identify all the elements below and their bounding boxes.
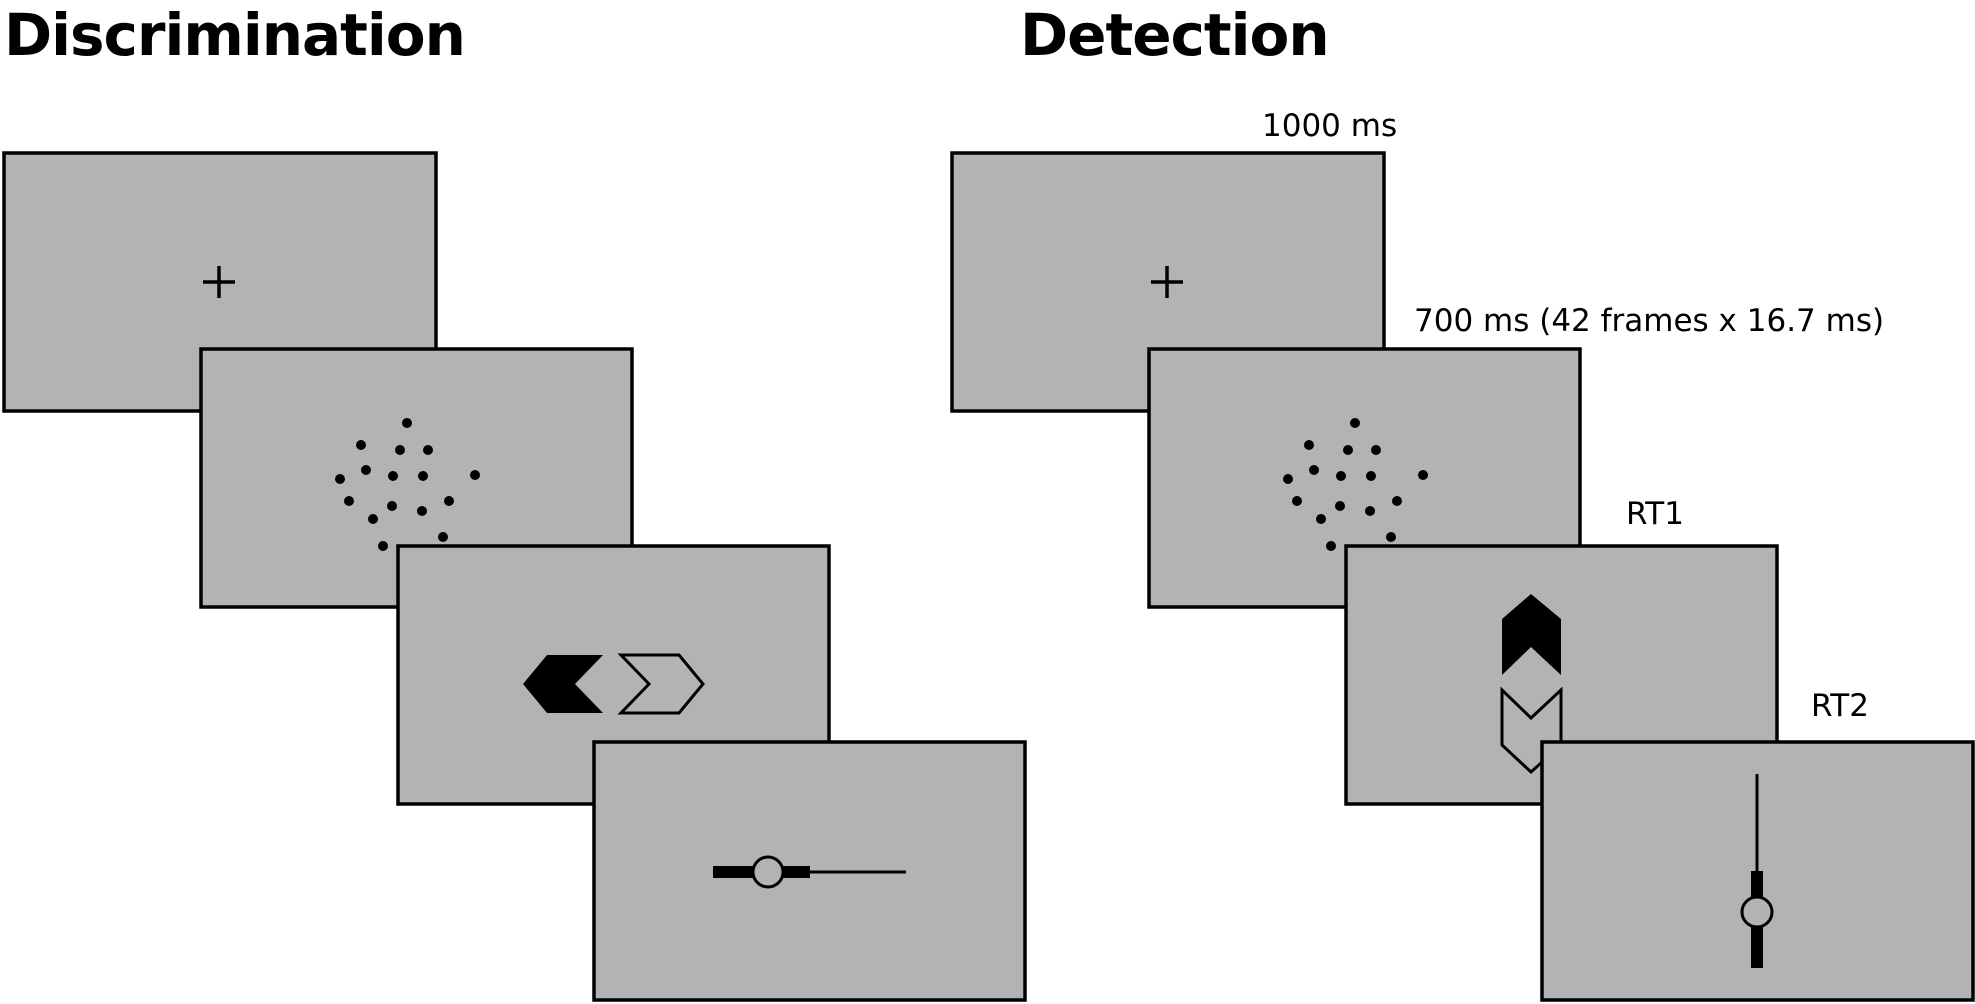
left-choice-chevron-icon	[523, 655, 603, 713]
up-choice-chevron-icon	[1502, 594, 1561, 675]
vertical-confidence-slider-icon	[1740, 774, 1774, 968]
stimulus-duration-label: 700 ms (42 frames x 16.7 ms)	[1414, 303, 1885, 339]
detection-confidence-screen	[1540, 740, 1975, 1002]
fixation-cross-icon	[1151, 266, 1183, 298]
horizontal-confidence-slider-icon	[713, 855, 906, 889]
discrimination-confidence-screen	[592, 740, 1027, 1002]
rt1-label: RT1	[1626, 496, 1684, 532]
rt2-label: RT2	[1811, 688, 1869, 724]
fixation-cross-icon	[203, 266, 235, 298]
fixation-duration-label: 1000 ms	[1262, 108, 1398, 144]
detection-title: Detection	[1020, 1, 1330, 69]
right-choice-chevron-icon	[617, 653, 705, 715]
discrimination-title: Discrimination	[4, 1, 466, 69]
